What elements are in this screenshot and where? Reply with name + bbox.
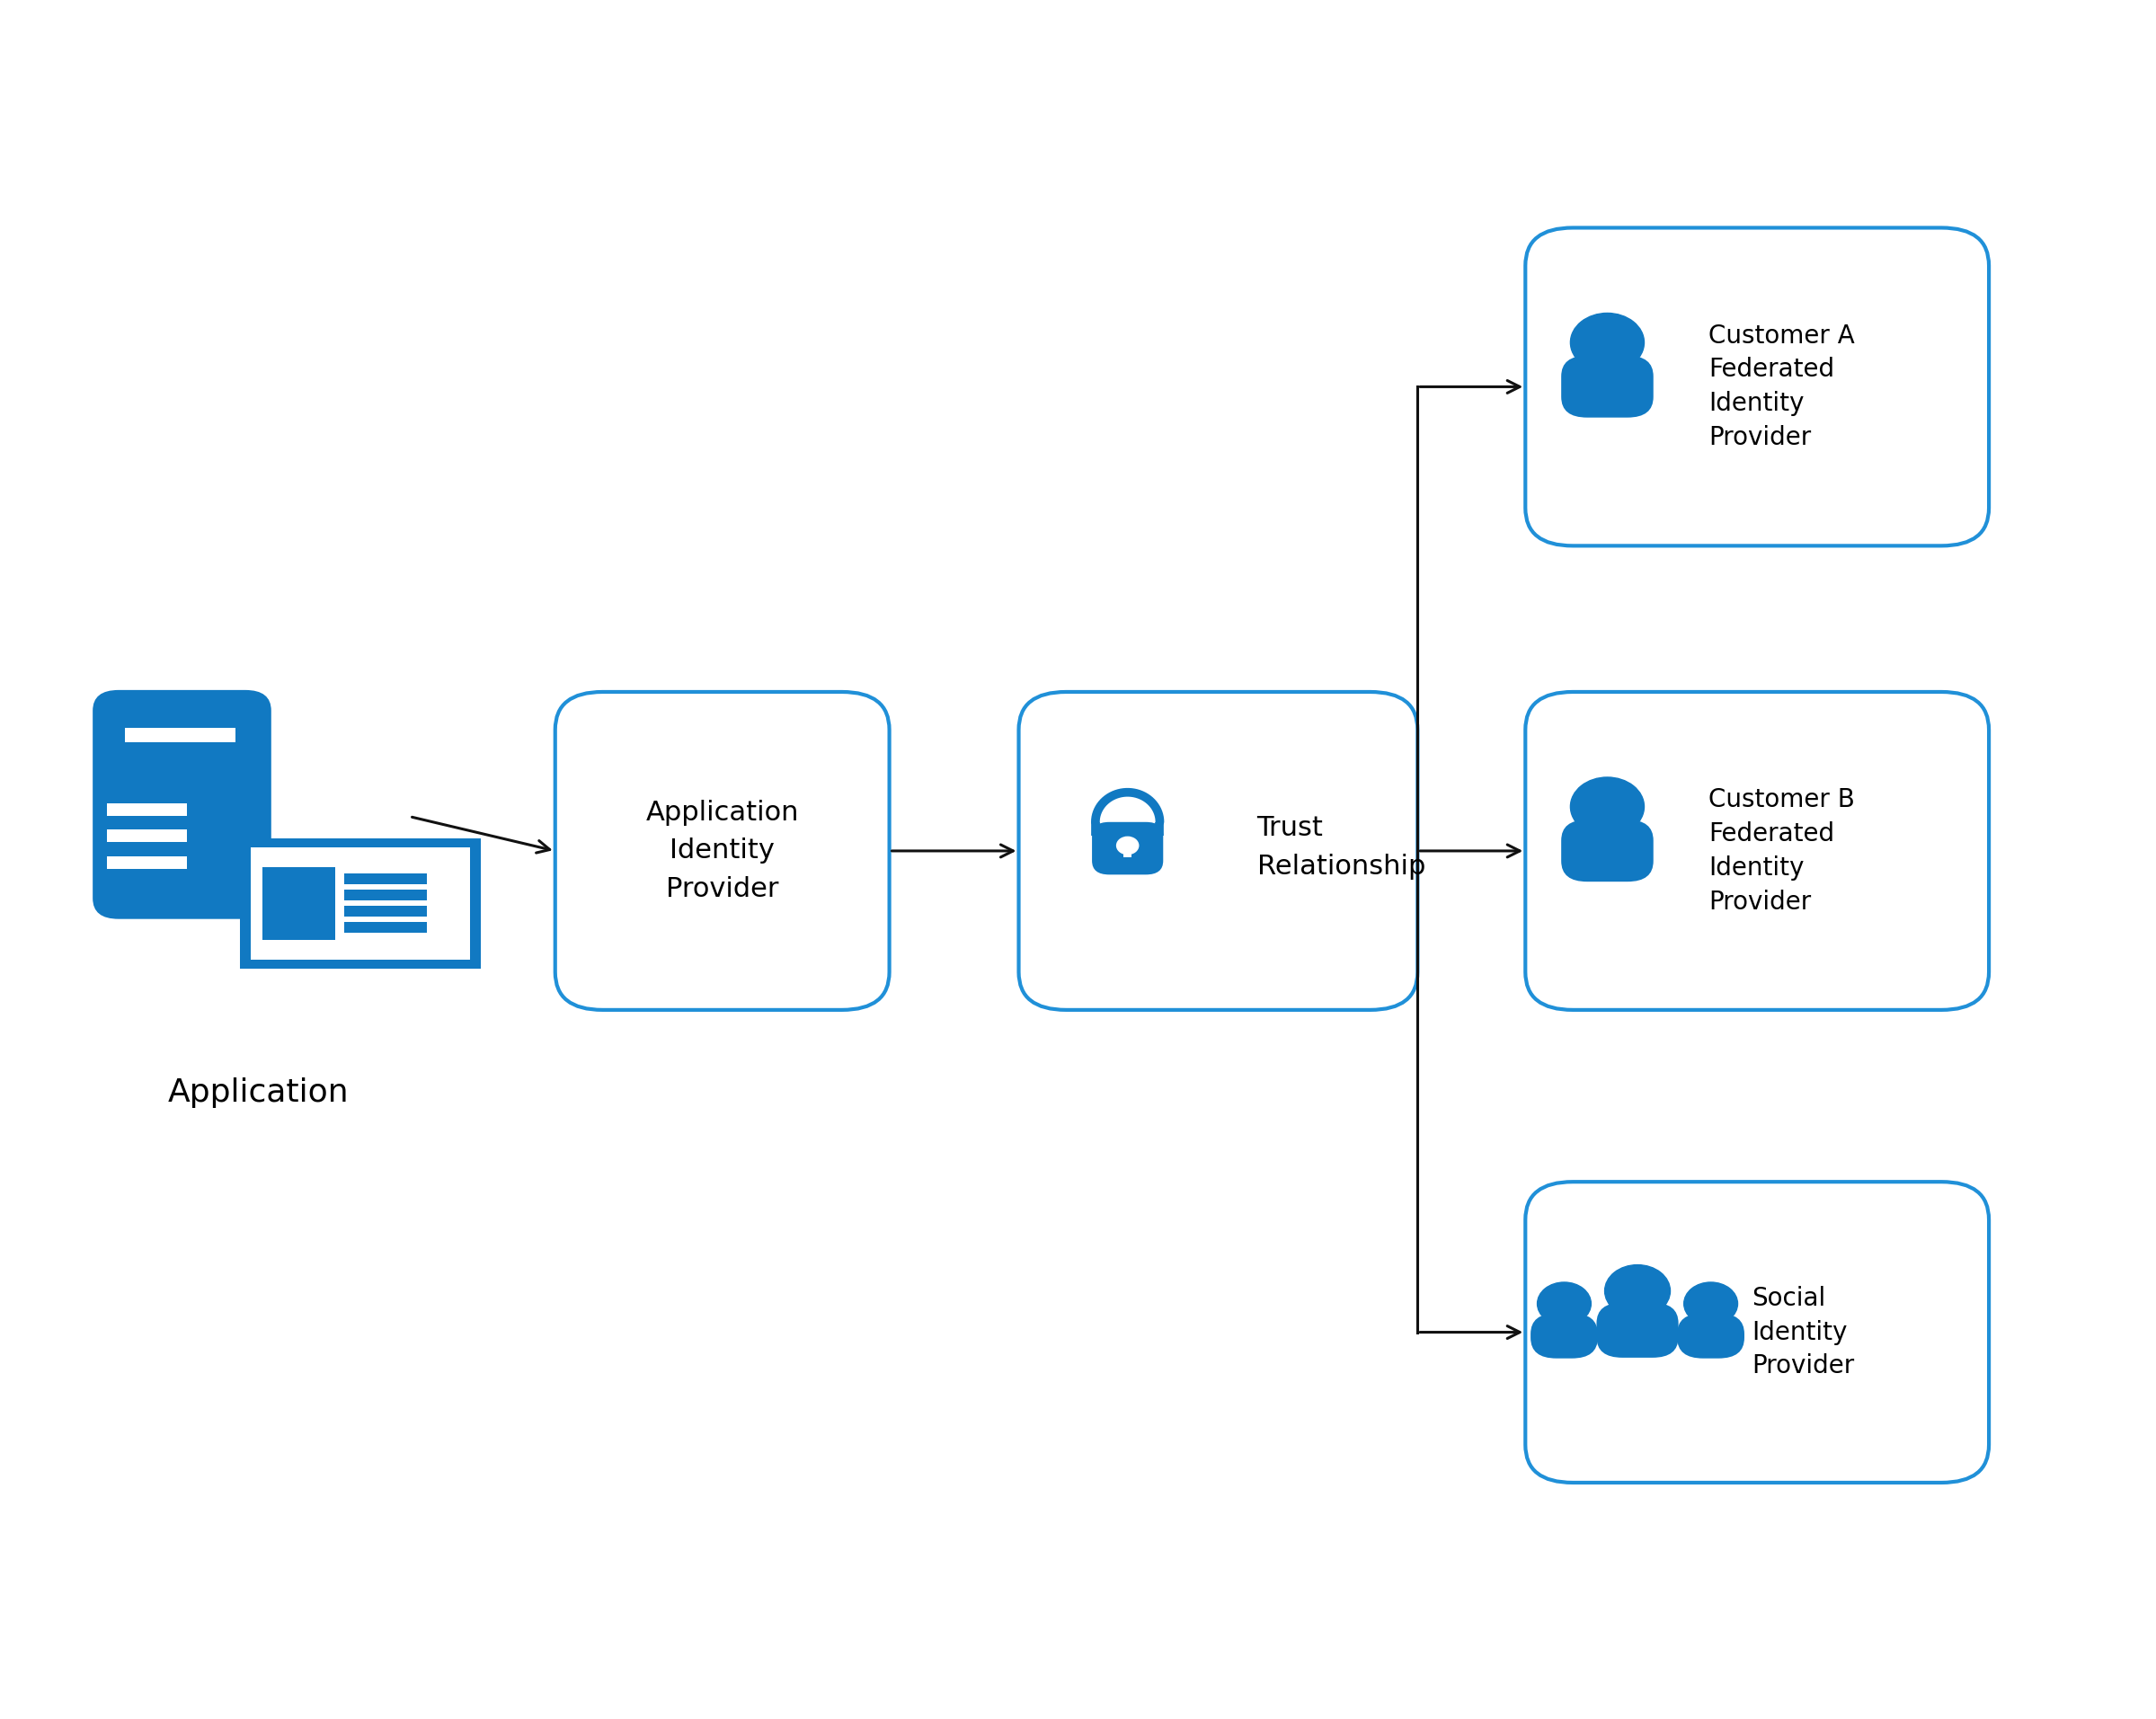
Text: Trust
Relationship: Trust Relationship: [1257, 815, 1425, 880]
FancyBboxPatch shape: [1531, 1313, 1598, 1358]
FancyBboxPatch shape: [1561, 356, 1654, 418]
FancyBboxPatch shape: [1524, 693, 1988, 1011]
Circle shape: [1117, 837, 1138, 854]
FancyBboxPatch shape: [1595, 1303, 1677, 1358]
Bar: [345, 906, 427, 916]
Circle shape: [1123, 866, 1132, 873]
Bar: [263, 866, 334, 940]
FancyBboxPatch shape: [93, 689, 272, 920]
Circle shape: [1604, 1265, 1671, 1317]
Circle shape: [1537, 1282, 1591, 1325]
Circle shape: [1684, 1282, 1738, 1325]
FancyBboxPatch shape: [1123, 844, 1132, 858]
Text: Application
Identity
Provider: Application Identity Provider: [645, 799, 800, 902]
Text: Social
Identity
Provider: Social Identity Provider: [1751, 1286, 1854, 1379]
Circle shape: [1570, 777, 1645, 835]
Text: Application: Application: [168, 1078, 349, 1109]
Bar: [239, 839, 481, 968]
Bar: [108, 856, 188, 868]
Text: Customer A
Federated
Identity
Provider: Customer A Federated Identity Provider: [1708, 323, 1854, 450]
Text: Customer B
Federated
Identity
Provider: Customer B Federated Identity Provider: [1708, 787, 1854, 915]
FancyBboxPatch shape: [1018, 693, 1419, 1011]
Bar: [108, 803, 188, 817]
Bar: [250, 847, 470, 959]
Bar: [345, 873, 427, 885]
FancyBboxPatch shape: [1561, 820, 1654, 882]
FancyBboxPatch shape: [1524, 1183, 1988, 1482]
Bar: [345, 921, 427, 933]
FancyBboxPatch shape: [1091, 822, 1164, 875]
Bar: [345, 889, 427, 901]
FancyBboxPatch shape: [1524, 229, 1988, 547]
Bar: [108, 830, 188, 842]
FancyBboxPatch shape: [556, 693, 888, 1011]
FancyBboxPatch shape: [1677, 1313, 1744, 1358]
Bar: [125, 727, 235, 743]
Circle shape: [1570, 313, 1645, 371]
